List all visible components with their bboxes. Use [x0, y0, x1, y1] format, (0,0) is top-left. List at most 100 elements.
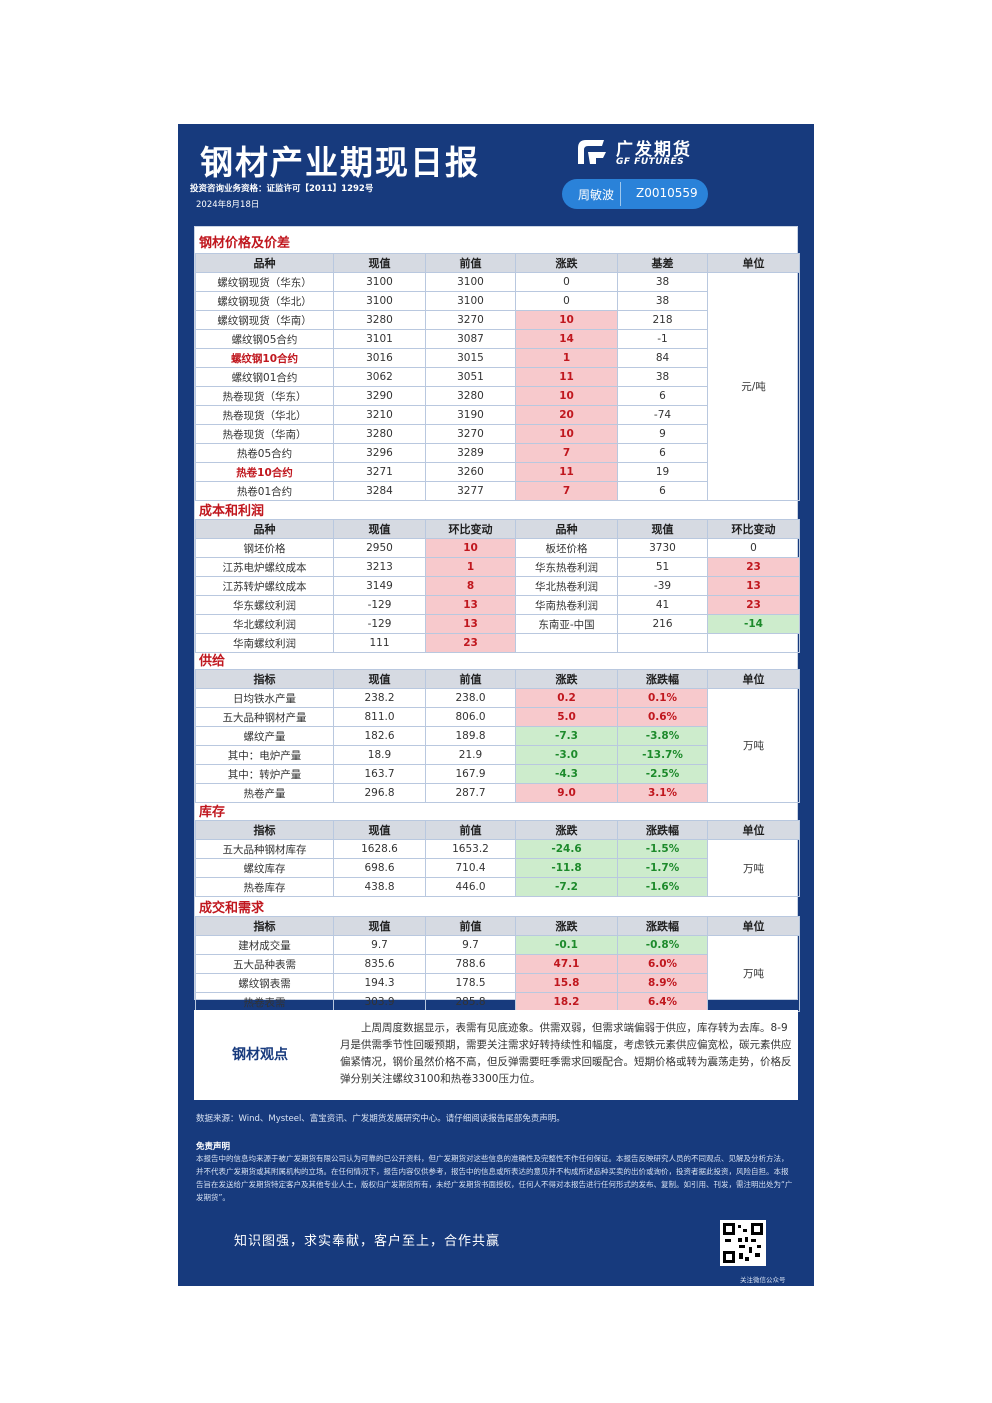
- column-header: 涨跌: [515, 669, 618, 689]
- previous-value: 3280: [425, 386, 516, 406]
- current-value: 3280: [333, 424, 426, 444]
- change-value: 23: [707, 557, 800, 577]
- badge-divider: [620, 182, 621, 206]
- current-value: 9.7: [333, 935, 426, 955]
- previous-value: 806.0: [425, 707, 516, 727]
- change-value: [707, 633, 800, 653]
- change-percent: -0.8%: [617, 935, 708, 955]
- item-name: 热卷05合约: [195, 443, 334, 463]
- current-value: 2950: [333, 538, 426, 558]
- section-title-cost: 成本和利润: [199, 504, 265, 519]
- table-row: 热卷库存 438.8 446.0 -7.2 -1.6%: [195, 877, 800, 897]
- analyst-badge: 周敏波 Z0010559: [562, 179, 708, 209]
- current-value: 3149: [333, 576, 426, 596]
- data-source: 数据来源：Wind、Mysteel、富宝资讯、广发期货发展研究中心。请仔细阅读报…: [196, 1114, 565, 1124]
- change-percent: 3.1%: [617, 783, 708, 803]
- previous-value: 3270: [425, 310, 516, 330]
- current-value: 303.9: [333, 992, 426, 1012]
- current-value: -129: [333, 595, 426, 615]
- change-percent: 8.9%: [617, 973, 708, 993]
- item-name: 板坯价格: [515, 538, 618, 558]
- cost-table: 品种 现值 环比变动 品种 现值 环比变动 钢坯价格 2950 10 板坯价格 3730 0 江苏电炉螺…: [195, 519, 800, 653]
- item-name: 华北螺纹利润: [195, 614, 334, 634]
- change-value: 20: [515, 405, 618, 425]
- change-value: 0: [515, 272, 618, 292]
- table-row: 螺纹钢现货（华东） 3100 3100 0 38 元/吨: [195, 272, 800, 501]
- item-name: 江苏转炉螺纹成本: [195, 576, 334, 596]
- current-value: 698.6: [333, 858, 426, 878]
- previous-value: 9.7: [425, 935, 516, 955]
- column-header: 现值: [333, 916, 426, 936]
- change-value: -0.1: [515, 935, 618, 955]
- column-header: 前值: [425, 820, 516, 840]
- gf-logo-icon: [578, 140, 606, 164]
- item-name: 钢坯价格: [195, 538, 334, 558]
- change-percent: -1.6%: [617, 877, 708, 897]
- change-value: 0: [707, 538, 800, 558]
- previous-value: 3051: [425, 367, 516, 387]
- previous-value: 189.8: [425, 726, 516, 746]
- change-value: 7: [515, 443, 618, 463]
- column-header: 涨跌: [515, 253, 618, 273]
- report-date: 2024年8月18日: [196, 200, 260, 210]
- column-header: 指标: [195, 916, 334, 936]
- column-header: 涨跌: [515, 916, 618, 936]
- data-panel: 钢材价格及价差 品种 现值 前值 涨跌 基差 单位 螺纹钢现货（华东） 3100 3100 0 38…: [194, 226, 800, 1012]
- current-value: 111: [333, 633, 426, 653]
- current-value: 3730: [617, 538, 708, 558]
- column-header: 单位: [707, 253, 800, 273]
- current-value: 811.0: [333, 707, 426, 727]
- current-value: 3271: [333, 462, 426, 482]
- basis-value: 19: [617, 462, 708, 482]
- change-value: 7: [515, 481, 618, 501]
- change-value: 13: [425, 595, 516, 615]
- column-header: 前值: [425, 916, 516, 936]
- change-percent: -3.8%: [617, 726, 708, 746]
- current-value: 163.7: [333, 764, 426, 784]
- previous-value: 21.9: [425, 745, 516, 765]
- table-row: 螺纹钢现货（华北） 3100 3100 0 38: [195, 291, 800, 311]
- previous-value: 287.7: [425, 783, 516, 803]
- column-header: 涨跌幅: [617, 669, 708, 689]
- column-header: 基差: [617, 253, 708, 273]
- table-row: 江苏电炉螺纹成本 3213 1 华东热卷利润 51 23: [195, 557, 800, 577]
- current-value: 182.6: [333, 726, 426, 746]
- basis-value: 38: [617, 272, 708, 292]
- change-value: 14: [515, 329, 618, 349]
- table-row: 五大品种钢材库存 1628.6 1653.2 -24.6 -1.5% 万吨: [195, 839, 800, 897]
- previous-value: 788.6: [425, 954, 516, 974]
- column-header: 涨跌: [515, 820, 618, 840]
- column-header: 环比变动: [707, 519, 800, 539]
- table-row: 热卷现货（华北） 3210 3190 20 -74: [195, 405, 800, 425]
- column-header: 指标: [195, 820, 334, 840]
- item-name: [515, 633, 618, 653]
- table-row: 螺纹钢10合约 3016 3015 1 84: [195, 348, 800, 368]
- table-row: 华南螺纹利润 111 23: [195, 633, 800, 653]
- indicator-name: 日均铁水产量: [195, 688, 334, 708]
- change-value: 11: [515, 462, 618, 482]
- section-title-supply: 供给: [199, 654, 226, 669]
- column-header: 现值: [333, 820, 426, 840]
- change-value: 5.0: [515, 707, 618, 727]
- current-value: 18.9: [333, 745, 426, 765]
- table-row: 其中：转炉产量 163.7 167.9 -4.3 -2.5%: [195, 764, 800, 784]
- previous-value: 3100: [425, 291, 516, 311]
- item-name: 螺纹钢现货（华北）: [195, 291, 334, 311]
- change-value: 13: [425, 614, 516, 634]
- table-row: 钢坯价格 2950 10 板坯价格 3730 0: [195, 538, 800, 558]
- item-name: 华南螺纹利润: [195, 633, 334, 653]
- disclaimer-text: 本报告中的信息均来源于被广发期货有限公司认为可靠的已公开资料，但广发期货对这些信…: [196, 1154, 793, 1202]
- indicator-name: 其中：转炉产量: [195, 764, 334, 784]
- current-value: [617, 633, 708, 653]
- qr-code-icon: [723, 1223, 763, 1263]
- change-value: 1: [515, 348, 618, 368]
- inventory-table: 指标 现值 前值 涨跌 涨跌幅 单位 五大品种钢材库存 1628.6 1653.2 -24.6 -1…: [195, 820, 800, 897]
- change-percent: 0.1%: [617, 688, 708, 708]
- column-header: 单位: [707, 820, 800, 840]
- column-header: 品种: [515, 519, 618, 539]
- previous-value: 710.4: [425, 858, 516, 878]
- change-value: 10: [515, 424, 618, 444]
- item-name: 螺纹钢现货（华东）: [195, 272, 334, 292]
- change-value: -3.0: [515, 745, 618, 765]
- current-value: 3101: [333, 329, 426, 349]
